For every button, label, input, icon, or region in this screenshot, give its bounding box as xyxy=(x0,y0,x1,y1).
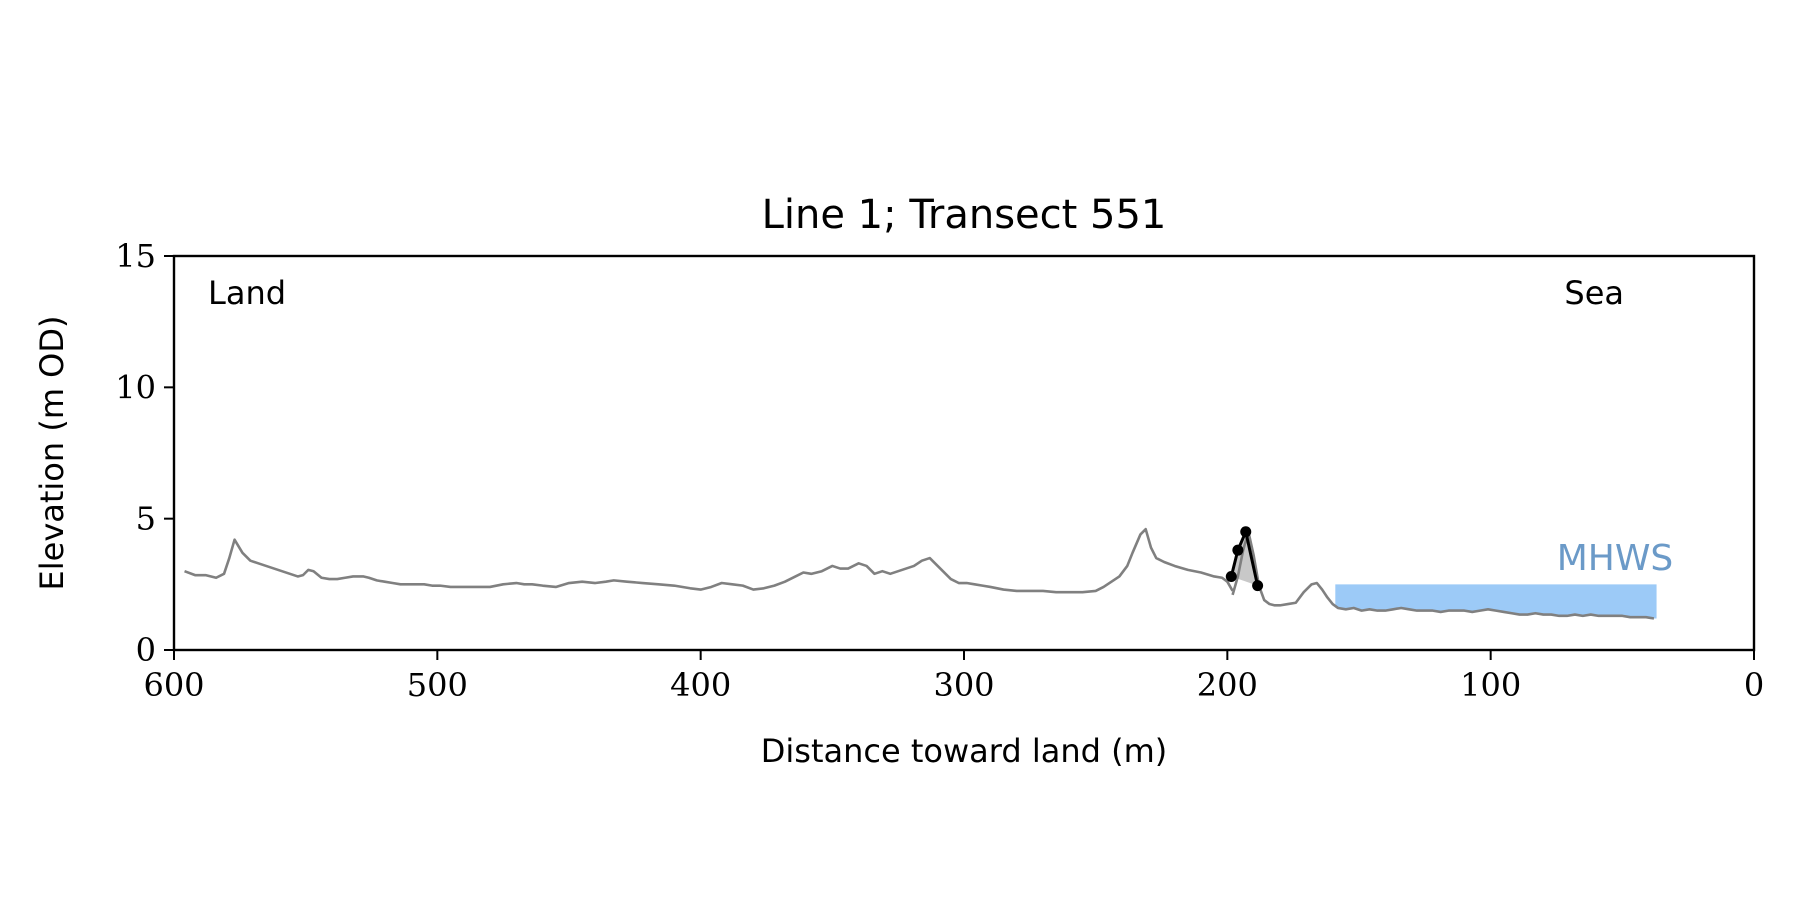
land-label: Land xyxy=(208,274,286,312)
dune-point xyxy=(1240,526,1252,538)
y-tick-label: 5 xyxy=(136,500,156,538)
x-tick-label: 400 xyxy=(670,666,731,704)
mhws-water-band xyxy=(1335,584,1657,619)
profile-line-1 xyxy=(184,527,1234,594)
sea-label: Sea xyxy=(1564,274,1624,312)
x-tick-label: 600 xyxy=(143,666,204,704)
x-tick-label: 200 xyxy=(1197,666,1258,704)
x-axis-label: Distance toward land (m) xyxy=(761,732,1167,770)
x-tick-label: 500 xyxy=(407,666,468,704)
y-tick-label: 15 xyxy=(115,237,156,275)
x-tick-label: 300 xyxy=(933,666,994,704)
chart-title: Line 1; Transect 551 xyxy=(762,192,1167,238)
profile-line-2 xyxy=(1231,530,1655,620)
dune-point xyxy=(1252,580,1264,592)
dune-outline xyxy=(1229,530,1260,586)
chart-marks xyxy=(184,526,1657,620)
axis-ticks: 600 500 400 300 200 100 0 0 5 10 15 xyxy=(115,237,1764,704)
x-tick-label: 0 xyxy=(1744,666,1764,704)
y-tick-label: 0 xyxy=(136,631,156,669)
dune-point xyxy=(1232,544,1244,556)
y-tick-label: 10 xyxy=(115,368,156,406)
x-tick-label: 100 xyxy=(1460,666,1521,704)
dune-point xyxy=(1225,570,1237,582)
y-axis-label: Elevation (m OD) xyxy=(33,316,71,591)
mhws-label: MHWS xyxy=(1557,538,1674,579)
